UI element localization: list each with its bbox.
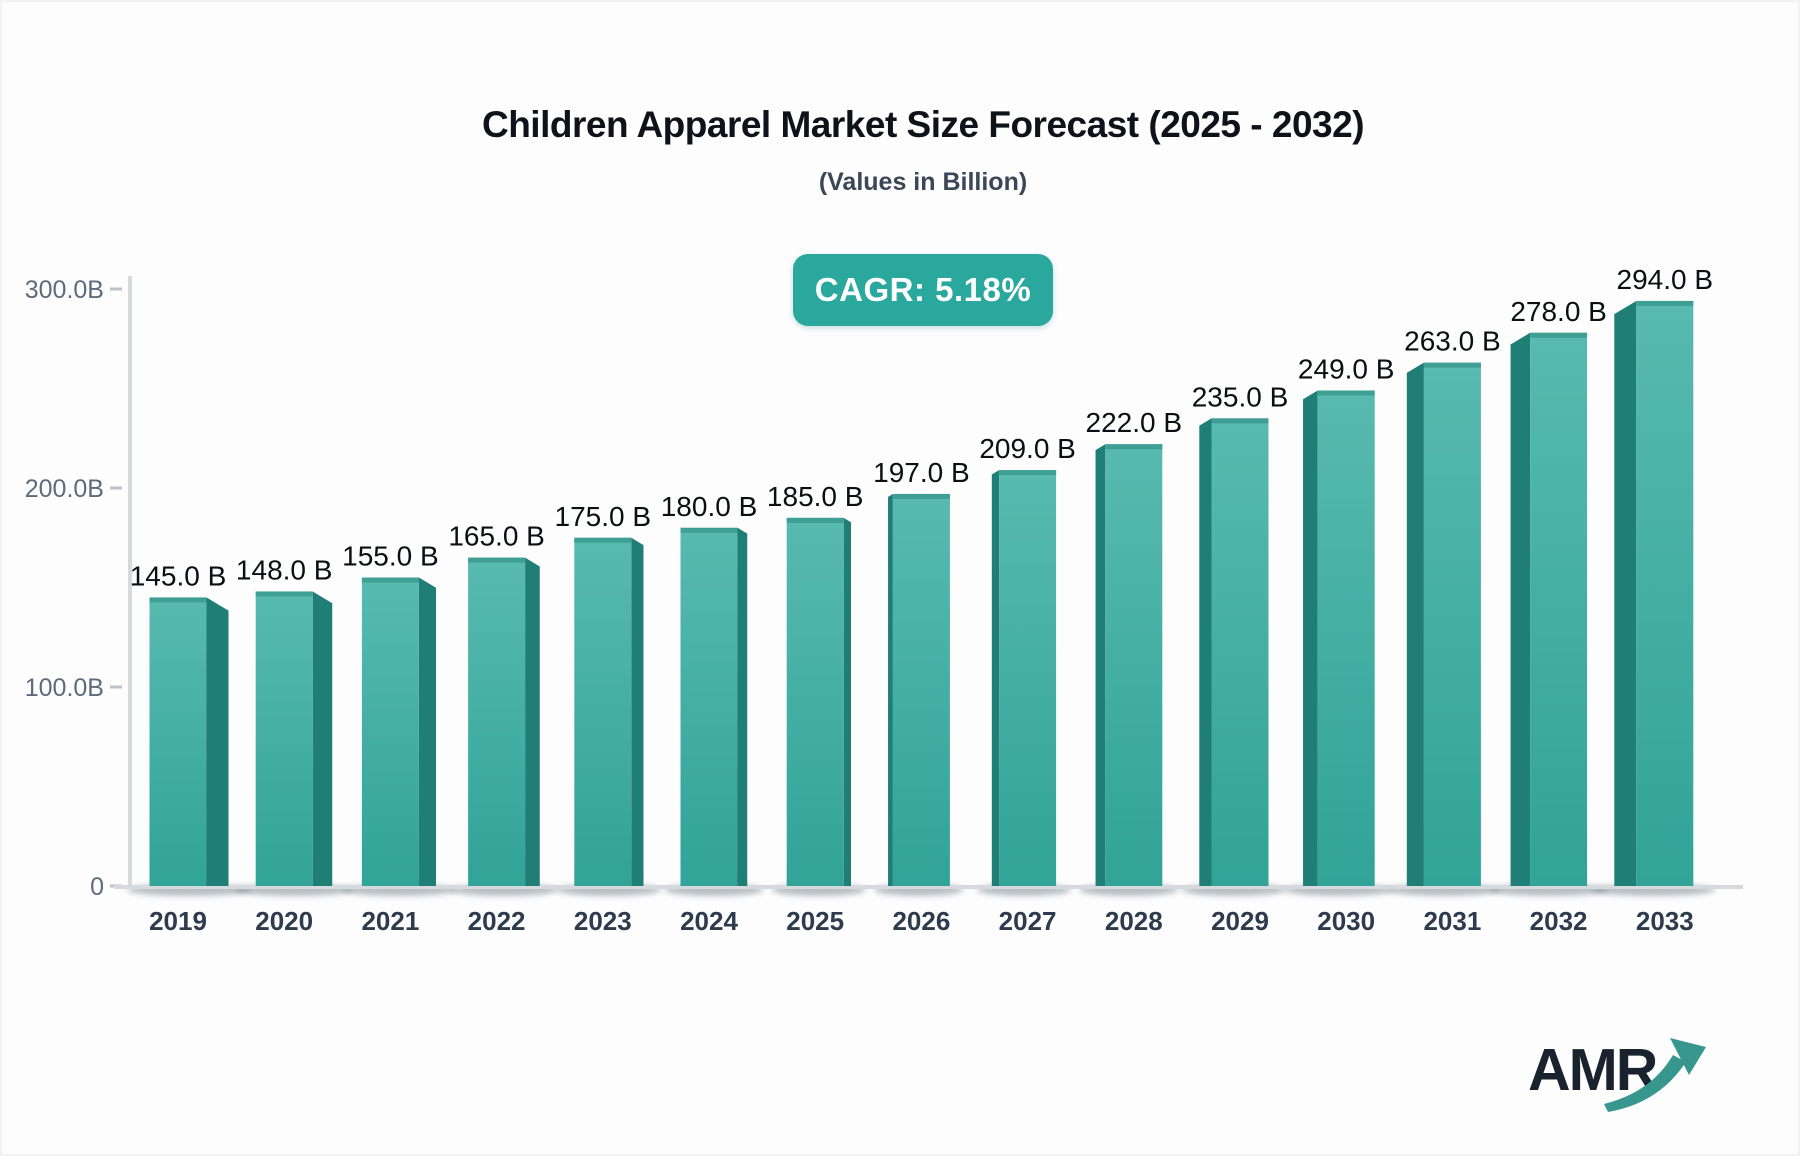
bar-top-edge: [786, 517, 844, 523]
bar-top-edge: [1423, 362, 1481, 368]
cagr-badge: CAGR: 5.18%: [793, 254, 1053, 326]
y-axis-tick-label: 200.0B: [25, 475, 104, 503]
bar-side-face: [1095, 444, 1106, 886]
bar-value-label: 180.0 B: [661, 491, 758, 522]
bar: [786, 517, 844, 886]
x-axis-category-label: 2025: [786, 906, 844, 936]
bar: [1105, 444, 1163, 886]
y-axis-tick-mark: [110, 287, 122, 291]
bar: [892, 493, 950, 886]
y-axis-tick-label: 100.0B: [25, 674, 104, 702]
x-axis-category-label: 2019: [149, 906, 207, 936]
x-axis-category-label: 2032: [1530, 906, 1588, 936]
x-axis-category-label: 2024: [680, 906, 738, 936]
bar-side-face: [1614, 300, 1637, 886]
bar-top-edge: [892, 493, 950, 499]
bar-side-face: [1199, 418, 1212, 886]
bar: [468, 557, 526, 886]
bar-value-label: 155.0 B: [342, 541, 439, 572]
bar: [1530, 332, 1588, 886]
bar-top-edge: [1317, 390, 1375, 396]
x-axis-category-label: 2027: [999, 906, 1057, 936]
bar: [149, 597, 207, 886]
x-axis-category-label: 2033: [1636, 906, 1694, 936]
y-axis-tick-label: 0: [90, 873, 104, 901]
bar-value-label: 175.0 B: [555, 501, 652, 532]
chart-title: Children Apparel Market Size Forecast (2…: [481, 104, 1365, 145]
bar-value-label: 249.0 B: [1298, 353, 1395, 384]
bar: [999, 470, 1057, 886]
y-axis-tick-mark: [110, 685, 122, 689]
bar-value-label: 235.0 B: [1192, 381, 1289, 412]
bar-top-edge: [361, 577, 419, 583]
bar: [680, 527, 738, 886]
bar-top-edge: [149, 597, 207, 603]
bar-side-face: [888, 493, 893, 886]
bar-top-edge: [255, 591, 313, 597]
bar-side-face: [1510, 332, 1531, 886]
bar-top-edge: [574, 537, 632, 543]
bar-top-edge: [468, 557, 526, 563]
bar-top-edge: [680, 527, 738, 533]
bar: [1636, 300, 1694, 886]
bar: [361, 577, 419, 886]
bar-value-label: 185.0 B: [767, 481, 864, 512]
bar-side-face: [843, 517, 851, 886]
x-axis-category-label: 2023: [574, 906, 632, 936]
growth-arrow-icon: [1604, 1038, 1706, 1112]
bar-value-label: 145.0 B: [130, 560, 227, 591]
bar: [1317, 390, 1375, 886]
y-axis-tick-mark: [110, 486, 122, 490]
x-axis-category-label: 2020: [255, 906, 313, 936]
amr-logo: AMR: [1528, 1030, 1718, 1120]
cagr-badge-label: CAGR: 5.18%: [814, 271, 1032, 308]
y-axis-line: [128, 276, 132, 889]
bar-side-face: [631, 537, 644, 886]
bar-side-face: [418, 577, 436, 886]
bar-top-edge: [1105, 444, 1163, 450]
x-axis-category-label: 2022: [468, 906, 526, 936]
bar-value-label: 148.0 B: [236, 554, 333, 585]
bar: [574, 537, 632, 886]
x-axis-category-label: 2029: [1211, 906, 1269, 936]
bar: [1211, 418, 1269, 886]
x-axis-category-label: 2030: [1317, 906, 1375, 936]
x-axis-category-label: 2028: [1105, 906, 1163, 936]
x-axis-category-label: 2031: [1423, 906, 1481, 936]
bar-side-face: [991, 470, 1000, 886]
bar-value-label: 263.0 B: [1404, 326, 1501, 357]
y-axis-tick-label: 300.0B: [25, 276, 104, 304]
x-axis-line: [114, 885, 1743, 889]
bar-side-face: [525, 557, 540, 886]
bar-value-label: 209.0 B: [979, 433, 1076, 464]
x-axis-category-label: 2021: [361, 906, 419, 936]
bar-top-edge: [1636, 300, 1694, 306]
bar-value-label: 294.0 B: [1617, 264, 1714, 295]
bar: [255, 591, 313, 886]
bar-side-face: [1303, 390, 1318, 886]
bar-top-edge: [1211, 418, 1269, 424]
bar-value-label: 165.0 B: [448, 521, 545, 552]
bar-side-face: [737, 527, 748, 886]
bar-value-label: 197.0 B: [873, 457, 970, 488]
bar-value-label: 222.0 B: [1086, 407, 1183, 438]
bar-top-edge: [999, 470, 1057, 476]
x-axis-category-label: 2026: [892, 906, 950, 936]
chart-subtitle: (Values in Billion): [818, 168, 1028, 196]
bar-side-face: [1406, 362, 1424, 886]
bar-top-edge: [1530, 332, 1588, 338]
bar-side-face: [206, 597, 229, 886]
bar-value-label: 278.0 B: [1510, 296, 1607, 327]
bar: [1423, 362, 1481, 886]
bar-side-face: [312, 591, 333, 886]
